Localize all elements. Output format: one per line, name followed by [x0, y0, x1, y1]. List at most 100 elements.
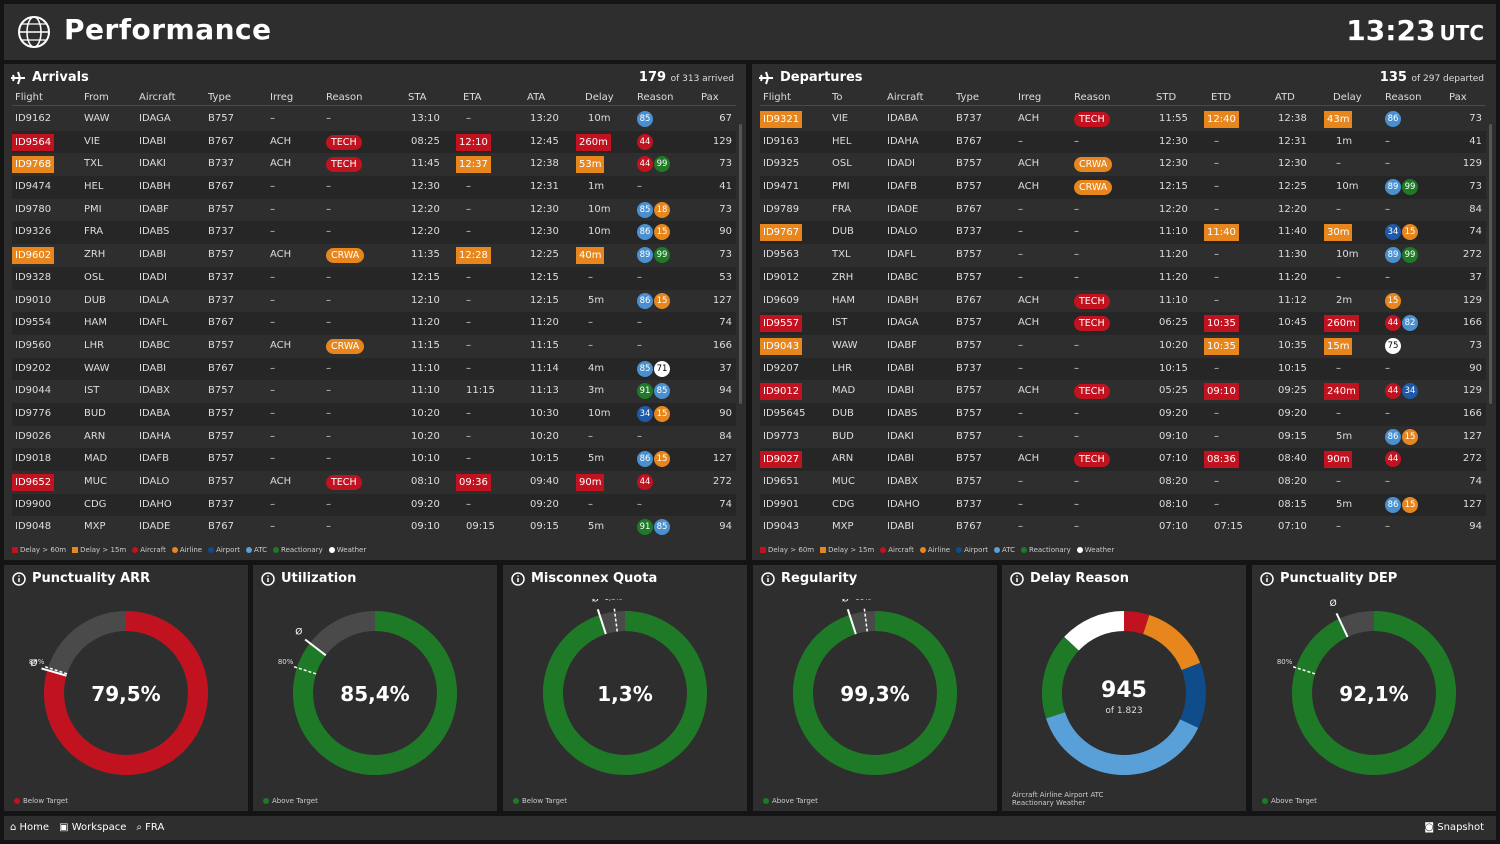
departures-table[interactable]: ID9321 VIE IDABA B737 ACH TECH 11:55 12:40 12:38…	[760, 108, 1486, 539]
home-link[interactable]: ⌂ Home	[10, 822, 50, 833]
arr-row[interactable]: ID9474 HEL IDABH B767 – – 12:30 – 12:31 1m – 41	[12, 176, 736, 199]
dep-legend-item: Delay > 60m	[760, 546, 814, 554]
arr-row[interactable]: ID9026 ARN IDAHA B757 – – 10:20 – 10:20 – – 84	[12, 426, 736, 449]
dep-col-1[interactable]: To	[832, 92, 843, 103]
dep-reason-codes: 44	[1385, 451, 1402, 468]
arr-row[interactable]: ID9564 VIE IDABI B767 ACH TECH 08:25 12:10 12:45…	[12, 130, 736, 154]
reason-code-badge: 86	[637, 224, 653, 241]
dep-col-0[interactable]: Flight	[763, 92, 791, 103]
dep-row[interactable]: ID9789 FRA IDADE B767 – – 12:20 – 12:20 – – 84	[760, 199, 1486, 222]
dep-row[interactable]: ID9557 IST IDAGA B757 ACH TECH 06:25 10:35 10:45…	[760, 312, 1486, 335]
dep-cell-9: 2m	[1336, 294, 1353, 306]
arr-col-10[interactable]: Reason	[637, 92, 674, 103]
arr-row[interactable]: ID9202 WAW IDABI B767 – – 11:10 – 11:14 4m 85 71 37	[12, 357, 736, 381]
dep-row[interactable]: ID9563 TXL IDAFL B757 – – 11:20 – 11:30 10m 89 99 27…	[760, 244, 1486, 267]
dep-reason-codes: 86 15	[1385, 496, 1419, 513]
arr-row[interactable]: ID9602 ZRH IDABI B757 ACH CRWA 11:35 12:28 12:25…	[12, 244, 736, 267]
arr-cell-1: ARN	[84, 430, 106, 442]
arr-col-6[interactable]: STA	[408, 92, 427, 103]
arr-row[interactable]: ID9652 MUC IDALO B757 ACH TECH 08:10 09:36 09:40…	[12, 471, 736, 494]
arrivals-scrollbar[interactable]	[739, 124, 742, 404]
arr-col-4[interactable]: Irreg	[270, 92, 294, 103]
arr-row[interactable]: ID9162 WAW IDAGA B757 – – 13:10 – 13:20 10m 85 67	[12, 108, 736, 131]
dep-reason-codes: 75	[1385, 337, 1402, 354]
dep-row[interactable]: ID9471 PMI IDAFB B757 ACH CRWA 12:15 – 12:25 10m 8…	[760, 176, 1486, 199]
arr-row[interactable]: ID9044 IST IDABX B757 – – 11:10 11:15 11:13 3m 91 8…	[12, 380, 736, 403]
dep-row[interactable]: ID9651 MUC IDABX B757 – – 08:20 – 08:20 – – 74	[760, 471, 1486, 494]
snapshot-button[interactable]: ◙ Snapshot	[1424, 822, 1484, 833]
dep-col-6[interactable]: STD	[1156, 92, 1177, 103]
arr-cell-5: –	[326, 317, 331, 329]
arr-row[interactable]: ID9776 BUD IDABA B757 – – 10:20 – 10:30 10m 34 15 90	[12, 402, 736, 426]
arr-col-5[interactable]: Reason	[326, 92, 363, 103]
dep-cell-2: IDABX	[887, 476, 919, 487]
dep-cell-3: B757	[956, 271, 982, 283]
dep-row[interactable]: ID9043 WAW IDABF B757 – – 10:20 10:35 10:35 15m 75…	[760, 335, 1486, 358]
arr-row[interactable]: ID9010 DUB IDALA B737 – – 12:10 – 12:15 5m 86 15 127	[12, 290, 736, 313]
dep-cell-6: 07:10	[1159, 453, 1188, 465]
dep-col-10[interactable]: Reason	[1385, 92, 1422, 103]
arr-cell-2: IDALO	[139, 476, 170, 487]
dep-reason-codes: 44 82	[1385, 315, 1419, 332]
dep-row[interactable]: ID9767 DUB IDALO B737 – – 11:10 11:40 11:40 30m 34…	[760, 221, 1486, 245]
kpi-legend-label: Above Target	[272, 797, 318, 805]
dep-row[interactable]: ID9901 CDG IDAHO B737 – – 08:10 – 08:15 5m 86 15 127	[760, 493, 1486, 517]
dep-cell-0: ID9767	[760, 224, 803, 242]
arr-row[interactable]: ID9328 OSL IDADI B737 – – 12:15 – 12:15 – – 53	[12, 266, 736, 290]
dep-row[interactable]: ID9321 VIE IDABA B737 ACH TECH 11:55 12:40 12:38…	[760, 108, 1486, 131]
arr-cell-4: –	[270, 407, 275, 419]
arrivals-table[interactable]: ID9162 WAW IDAGA B757– –13:10–13:20 10m 85 67 ID…	[12, 108, 736, 539]
arr-row[interactable]: ID9018 MAD IDAFB B757 – – 10:10 – 10:15 5m 86 15 127	[12, 448, 736, 471]
dep-cell-1: DUB	[832, 407, 854, 419]
departures-scrollbar[interactable]	[1489, 124, 1492, 404]
arr-cell-9: –	[588, 271, 593, 283]
arr-row[interactable]: ID9048 MXP IDADE B767 – – 09:10 09:15 09:15 5m 91 8…	[12, 516, 736, 539]
arr-col-2[interactable]: Aircraft	[139, 92, 176, 103]
dep-col-8[interactable]: ATD	[1275, 92, 1295, 103]
arr-row[interactable]: ID9554 HAM IDAFL B767 – – 11:20 – 11:20 – – 74	[12, 312, 736, 335]
dep-col-7[interactable]: ETD	[1211, 92, 1232, 103]
dep-col-11[interactable]: Pax	[1449, 92, 1467, 103]
arr-row[interactable]: ID9780 PMI IDABF B757 – – 12:20 – 12:30 10m 85 18 73	[12, 199, 736, 222]
arr-col-9[interactable]: Delay	[585, 92, 614, 103]
arr-row[interactable]: ID9560 LHR IDABC B757 ACH CRWA 11:15 – 11:15 – – 16…	[12, 335, 736, 358]
dep-cell-7: –	[1214, 249, 1219, 261]
kpi-title: Misconnex Quota	[511, 571, 657, 586]
dep-row[interactable]: ID9012 MAD IDABI B757 ACH TECH 05:25 09:10 09:25…	[760, 380, 1486, 403]
workspace-link[interactable]: ▣ Workspace	[59, 822, 127, 833]
dep-cell-7: 09:10	[1204, 383, 1239, 401]
dep-row[interactable]: ID9773 BUD IDAKI B757 – – 09:10 – 09:15 5m 86 15 127	[760, 426, 1486, 449]
arr-col-3[interactable]: Type	[208, 92, 231, 103]
dep-cell-3: B757	[956, 249, 982, 261]
arr-row[interactable]: ID9900 CDG IDAHO B737 – – 09:20 – 09:20 – – 74	[12, 493, 736, 517]
reason-code-badge: 15	[654, 405, 670, 422]
arr-col-7[interactable]: ETA	[463, 92, 482, 103]
arr-cell-4: ACH	[270, 339, 292, 351]
dep-cell-2: IDAFL	[887, 249, 916, 261]
dep-row[interactable]: ID9325 OSL IDADI B757 ACH CRWA 12:30 – 12:30 – – 12…	[760, 153, 1486, 176]
station-search[interactable]: ⌕ FRA	[136, 822, 165, 833]
dep-cell-7: –	[1214, 294, 1219, 306]
dep-cell-11: 90	[1469, 362, 1482, 374]
dep-row[interactable]: ID9609 HAM IDABH B767 ACH TECH 11:10 – 11:12 2m 15…	[760, 290, 1486, 313]
arr-col-8[interactable]: ATA	[527, 92, 546, 103]
dep-col-5[interactable]: Reason	[1074, 92, 1111, 103]
dep-cell-10: –	[1385, 476, 1390, 487]
arr-col-11[interactable]: Pax	[701, 92, 719, 103]
dep-row[interactable]: ID9012 ZRH IDABC B757 – – 11:20 – 11:20 – – 37	[760, 266, 1486, 290]
arr-row[interactable]: ID9326 FRA IDABS B737 – – 12:20 – 12:30 10m 86 15 90	[12, 221, 736, 245]
dep-row[interactable]: ID9043 MXP IDABI B767 – – 07:10 07:15 07:10 – – 94	[760, 516, 1486, 539]
dep-row[interactable]: ID9207 LHR IDABI B737 – – 10:15 – 10:15 – – 90	[760, 357, 1486, 381]
dep-cell-10: –	[1385, 407, 1390, 419]
dep-col-9[interactable]: Delay	[1333, 92, 1362, 103]
arr-cell-0: ID9328	[15, 271, 52, 283]
dep-row[interactable]: ID9163 HEL IDAHA B767 – – 12:30 – 12:31 1m – 41	[760, 130, 1486, 154]
dep-col-2[interactable]: Aircraft	[887, 92, 924, 103]
dep-col-3[interactable]: Type	[956, 92, 979, 103]
dep-row[interactable]: ID95645 DUB IDABS B757 – – 09:20 – 09:20 – – 166	[760, 402, 1486, 426]
dep-row[interactable]: ID9027 ARN IDABI B757 ACH TECH 07:10 08:36 08:40…	[760, 448, 1486, 471]
arr-row[interactable]: ID9768 TXL IDAKI B737 ACH TECH 11:45 12:37 12:38…	[12, 153, 736, 176]
arr-col-1[interactable]: From	[84, 92, 109, 103]
arr-col-0[interactable]: Flight	[15, 92, 43, 103]
dep-col-4[interactable]: Irreg	[1018, 92, 1042, 103]
